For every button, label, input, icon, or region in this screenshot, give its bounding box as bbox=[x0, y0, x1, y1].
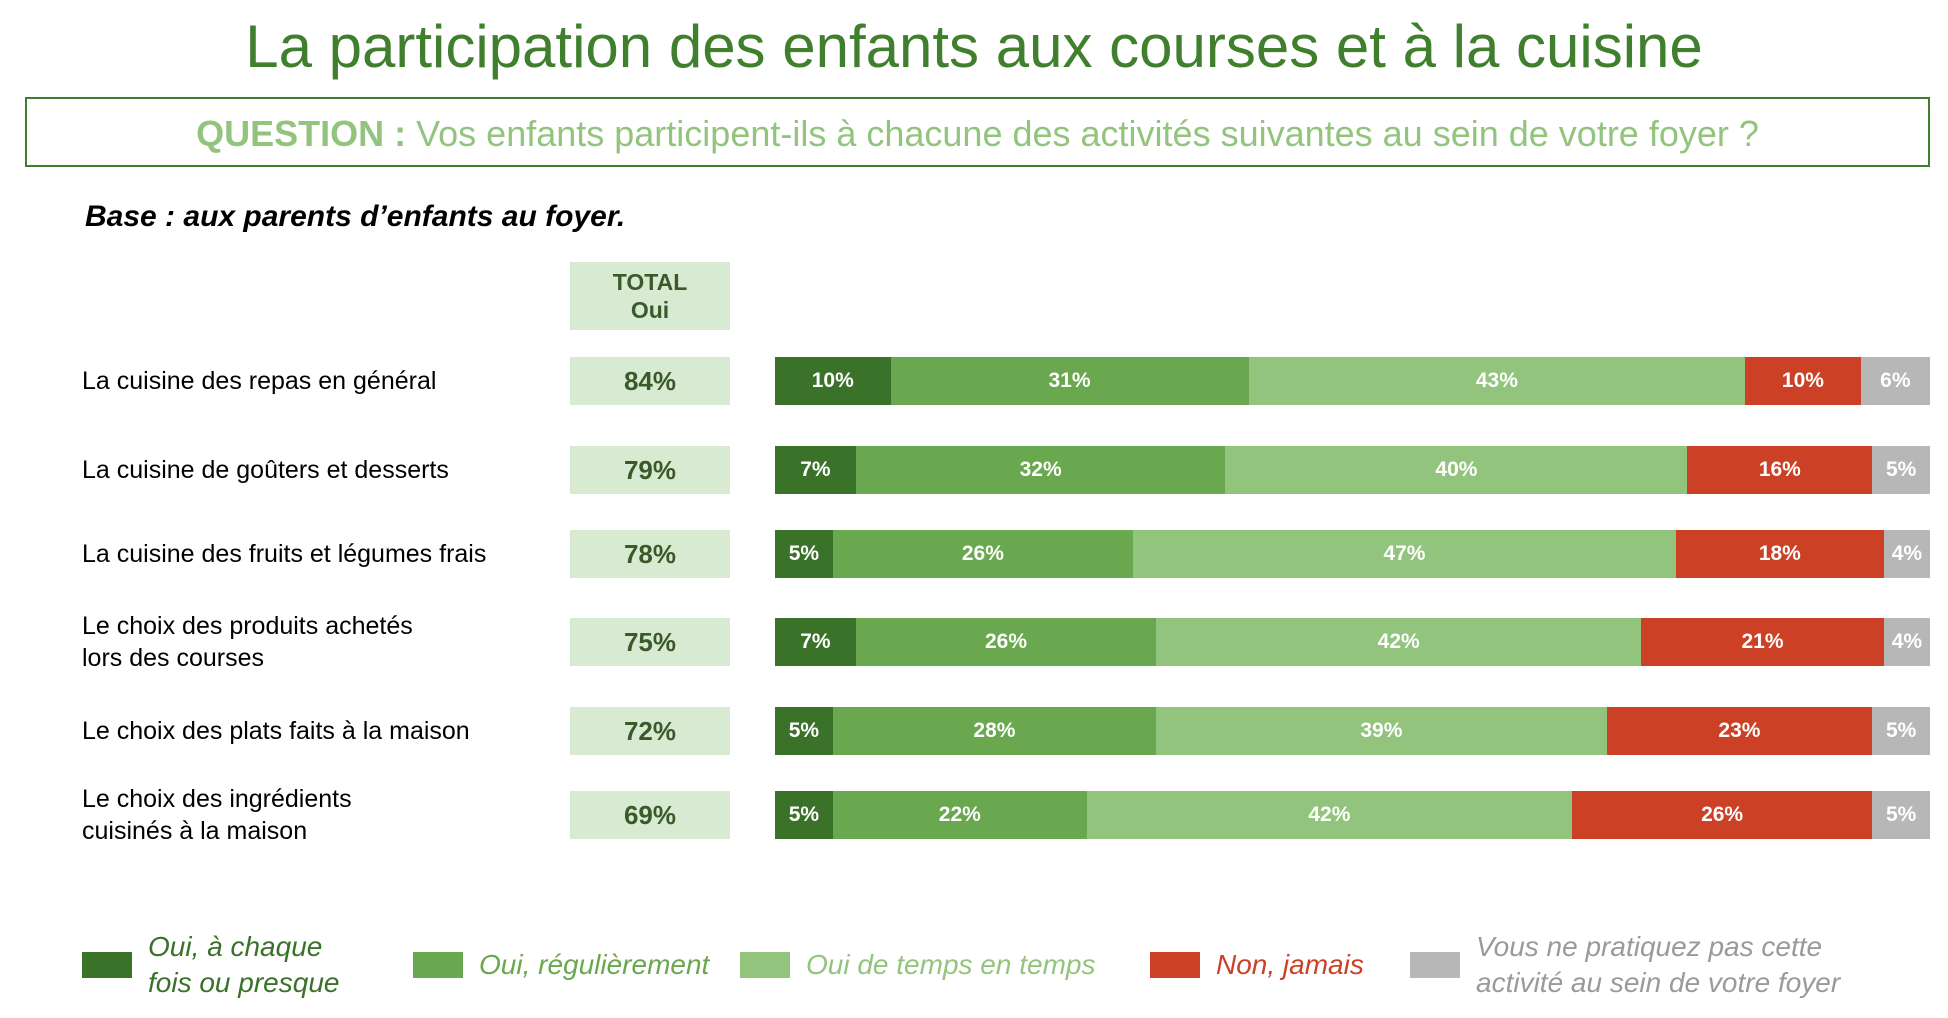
bar-segment: 16% bbox=[1687, 446, 1873, 494]
bar-segment: 4% bbox=[1883, 530, 1930, 578]
value-label: 5% bbox=[788, 542, 820, 565]
total-box: 75% bbox=[570, 618, 730, 666]
total-box: 72% bbox=[570, 707, 730, 755]
value-label: 16% bbox=[1758, 458, 1801, 481]
category-label: La cuisine des repas en général bbox=[82, 367, 437, 395]
value-label: 21% bbox=[1741, 630, 1784, 653]
value-label: 28% bbox=[973, 719, 1016, 742]
bar-segment: 7% bbox=[775, 618, 856, 666]
question-box: QUESTION : Vos enfants participent-ils à… bbox=[25, 97, 1930, 167]
question-text: Vos enfants participent-ils à chacune de… bbox=[416, 113, 1759, 154]
bar-segment: 47% bbox=[1133, 530, 1676, 578]
value-label: 6% bbox=[1880, 369, 1911, 392]
value-label: 31% bbox=[1048, 369, 1091, 392]
value-label: 18% bbox=[1758, 542, 1801, 565]
legend-swatch bbox=[740, 952, 790, 978]
bar-segment: 28% bbox=[832, 707, 1157, 755]
category-label: Le choix des ingrédients cuisinés à la m… bbox=[82, 785, 352, 845]
bar-segment: 32% bbox=[855, 446, 1226, 494]
value-label: 5% bbox=[1885, 803, 1917, 826]
bar-segment: 26% bbox=[855, 618, 1157, 666]
legend-label: Non, jamais bbox=[1216, 949, 1364, 980]
category-label: Le choix des plats faits à la maison bbox=[82, 717, 470, 745]
value-label: 43% bbox=[1475, 369, 1518, 392]
total-box: 79% bbox=[570, 446, 730, 494]
bar-segment: 43% bbox=[1248, 357, 1746, 405]
bar-segment: 5% bbox=[775, 791, 833, 839]
bar-segment: 5% bbox=[1872, 707, 1930, 755]
value-label: 10% bbox=[1781, 369, 1824, 392]
question-label: QUESTION : bbox=[196, 113, 407, 154]
bar-segment: 18% bbox=[1675, 530, 1884, 578]
bar-segment: 23% bbox=[1606, 707, 1873, 755]
bar-segment: 5% bbox=[775, 707, 833, 755]
bar-segment: 5% bbox=[1872, 446, 1930, 494]
legend-label: Oui, à chaque fois ou presque bbox=[148, 931, 340, 998]
bar-segment: 42% bbox=[1086, 791, 1572, 839]
bar-segment: 4% bbox=[1883, 618, 1930, 666]
value-label: 32% bbox=[1019, 458, 1062, 481]
value-label: 4% bbox=[1891, 630, 1923, 653]
value-label: 5% bbox=[1885, 719, 1917, 742]
category-label: La cuisine de goûters et desserts bbox=[82, 456, 449, 484]
bar-segment: 10% bbox=[775, 357, 891, 405]
legend-swatch bbox=[1150, 952, 1200, 978]
legend-swatch bbox=[82, 952, 132, 978]
bar-segment: 31% bbox=[890, 357, 1249, 405]
value-label: 4% bbox=[1891, 542, 1923, 565]
value-label: 42% bbox=[1377, 630, 1420, 653]
value-label: 42% bbox=[1308, 803, 1351, 826]
bar-segment: 6% bbox=[1860, 357, 1930, 405]
legend-swatch bbox=[1410, 952, 1460, 978]
bar-segment: 42% bbox=[1156, 618, 1642, 666]
value-label: 40% bbox=[1435, 458, 1478, 481]
bar-segment: 39% bbox=[1156, 707, 1607, 755]
category-label: La cuisine des fruits et légumes frais bbox=[82, 540, 487, 568]
legend-label: Oui, régulièrement bbox=[479, 949, 710, 980]
bar-segment: 7% bbox=[775, 446, 856, 494]
value-label: 26% bbox=[984, 630, 1027, 653]
bar-segment: 22% bbox=[832, 791, 1087, 839]
total-box: 69% bbox=[570, 791, 730, 839]
value-label: 22% bbox=[938, 803, 981, 826]
total-box: 78% bbox=[570, 530, 730, 578]
bar-segment: 5% bbox=[1872, 791, 1930, 839]
bar-segment: 40% bbox=[1225, 446, 1688, 494]
value-label: 5% bbox=[788, 719, 820, 742]
value-label: 5% bbox=[1885, 458, 1917, 481]
legend-swatch bbox=[413, 952, 463, 978]
bar-segment: 21% bbox=[1641, 618, 1884, 666]
value-label: 23% bbox=[1718, 719, 1761, 742]
legend-label: Oui de temps en temps bbox=[806, 949, 1096, 980]
question: QUESTION : Vos enfants participent-ils à… bbox=[27, 113, 1928, 155]
value-label: 47% bbox=[1383, 542, 1426, 565]
value-label: 7% bbox=[800, 458, 831, 481]
total-header: TOTAL Oui bbox=[570, 262, 730, 330]
base-note: Base : aux parents d’enfants au foyer. bbox=[85, 200, 626, 233]
value-label: 5% bbox=[788, 803, 820, 826]
legend-label: Vous ne pratiquez pas cette activité au … bbox=[1476, 931, 1841, 998]
bar-segment: 10% bbox=[1745, 357, 1861, 405]
value-label: 7% bbox=[800, 630, 831, 653]
bar-segment: 26% bbox=[832, 530, 1134, 578]
bar-segment: 26% bbox=[1571, 791, 1873, 839]
value-label: 26% bbox=[1701, 803, 1744, 826]
value-label: 10% bbox=[811, 369, 854, 392]
chart-title: La participation des enfants aux courses… bbox=[245, 13, 1703, 80]
value-label: 26% bbox=[961, 542, 1004, 565]
category-label: Le choix des produits achetés lors des c… bbox=[82, 612, 413, 672]
total-box: 84% bbox=[570, 357, 730, 405]
value-label: 39% bbox=[1360, 719, 1403, 742]
bar-segment: 5% bbox=[775, 530, 833, 578]
